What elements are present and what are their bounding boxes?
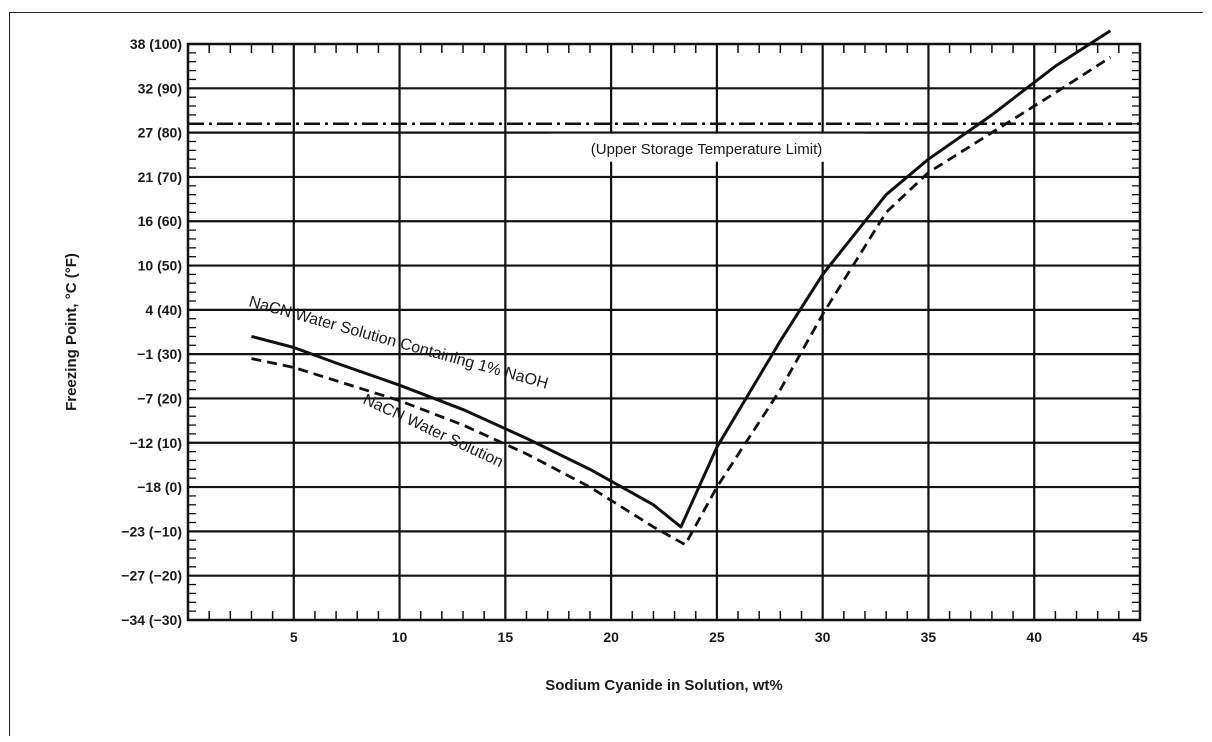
x-tick-label: 10 bbox=[392, 629, 408, 645]
x-tick-label: 35 bbox=[921, 629, 937, 645]
y-tick-label: 32 (90) bbox=[138, 80, 182, 96]
x-tick-label: 25 bbox=[709, 629, 725, 645]
reference-lines: (Upper Storage Temperature Limit) bbox=[188, 122, 1140, 162]
x-tick-label: 45 bbox=[1132, 629, 1148, 645]
plot-area-border bbox=[186, 42, 1142, 622]
y-tick-label: −34 (−30) bbox=[121, 612, 182, 628]
y-tick-label: −12 (10) bbox=[129, 435, 182, 451]
y-tick-label: 16 (60) bbox=[138, 213, 182, 229]
y-tick-label: 38 (100) bbox=[130, 36, 182, 52]
x-tick-label: 30 bbox=[815, 629, 831, 645]
y-tick-label: −23 (−10) bbox=[121, 523, 182, 539]
y-tick-label: 27 (80) bbox=[138, 125, 182, 141]
x-tick-label: 40 bbox=[1026, 629, 1042, 645]
y-tick-label: 10 (50) bbox=[138, 258, 182, 274]
grid-lines bbox=[188, 44, 1140, 620]
figure-frame bbox=[9, 12, 1203, 736]
series-line-water bbox=[251, 56, 1112, 547]
y-axis-title: Freezing Point, °C (°F) bbox=[63, 253, 80, 411]
limit-label-backdrop bbox=[548, 133, 865, 162]
y-tick-labels: 38 (100) 32 (90) 27 (80) 21 (70) 16 (60) 10 (… bbox=[121, 36, 182, 628]
y-tick-label: −7 (20) bbox=[137, 390, 182, 406]
y-tick-label: −18 (0) bbox=[137, 479, 182, 495]
y-tick-label: −1 (30) bbox=[137, 346, 182, 362]
x-tick-label: 15 bbox=[498, 629, 514, 645]
y-tick-label: 21 (70) bbox=[138, 169, 182, 185]
upper-storage-limit-label: (Upper Storage Temperature Limit) bbox=[591, 141, 823, 158]
x-tick-label: 5 bbox=[290, 629, 298, 645]
series-line-naoh bbox=[251, 29, 1112, 529]
water-curve-label: NaCN Water Solution bbox=[360, 391, 505, 471]
x-tick-label: 20 bbox=[603, 629, 619, 645]
y-tick-label: −27 (−20) bbox=[121, 568, 182, 584]
minor-ticks bbox=[188, 44, 1140, 620]
x-axis-title: Sodium Cyanide in Solution, wt% bbox=[545, 677, 783, 694]
series-lines bbox=[251, 29, 1112, 547]
y-tick-label: 4 (40) bbox=[145, 302, 182, 318]
x-tick-labels: 5 10 15 20 25 30 35 40 45 bbox=[290, 629, 1148, 645]
